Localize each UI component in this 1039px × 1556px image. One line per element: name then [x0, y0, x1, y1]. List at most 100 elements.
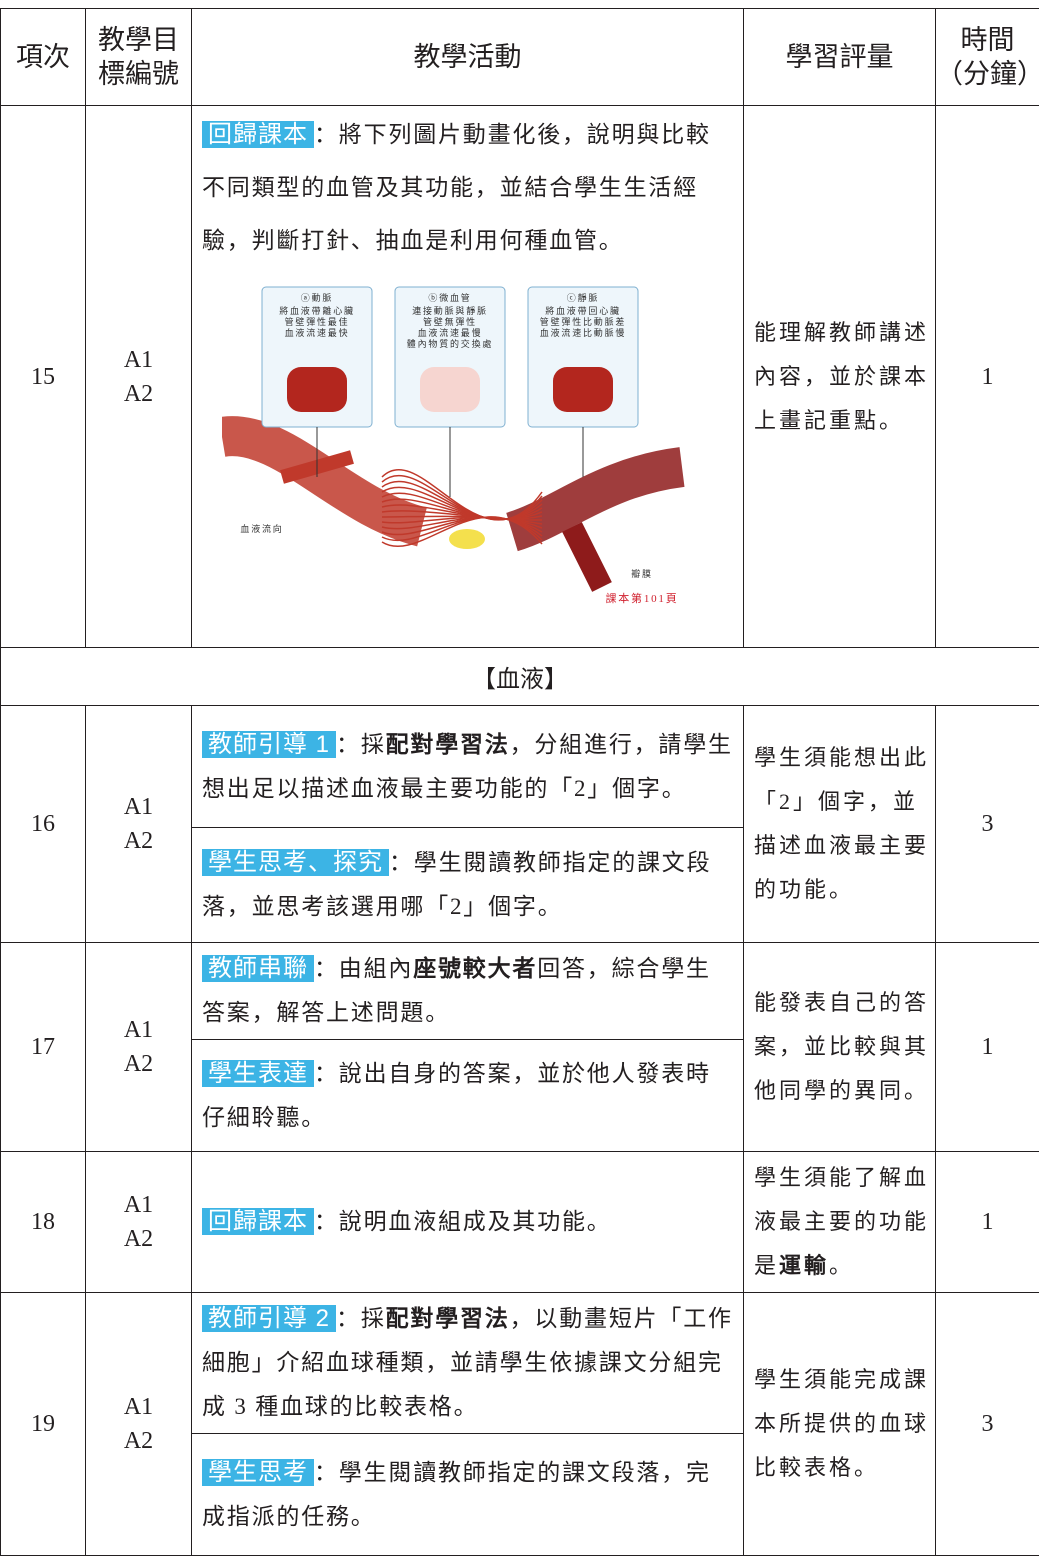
vein: [512, 467, 682, 532]
panel-text: 將血液帶回心臟: [545, 305, 621, 316]
page-label: 課本第101頁: [605, 591, 678, 605]
text: ：採: [336, 732, 386, 757]
text: 。: [829, 1253, 854, 1278]
header-text: 時間: [961, 25, 1015, 55]
activity-cell: 學生表達：說出自身的答案，並於他人發表時仔細聆聽。: [192, 1040, 744, 1152]
time-cell: 3: [936, 1293, 1039, 1556]
goal: A1: [124, 1192, 153, 1218]
assessment-cell: 學生須能想出此「2」個字，並描述血液最主要的功能。: [744, 706, 936, 943]
header-text: （分鐘）: [936, 59, 1039, 89]
time-cell: 1: [936, 106, 1039, 648]
item-cell: 15: [1, 106, 86, 648]
goal: A2: [124, 381, 153, 407]
header-cell: 教學活動: [192, 9, 744, 106]
panel-text: 將血液帶離心臟: [279, 305, 355, 316]
goal: A1: [124, 1017, 153, 1043]
header-cell: 學習評量: [744, 9, 936, 106]
goal: A2: [124, 1428, 153, 1454]
goal: A2: [124, 1226, 153, 1252]
panel-text: 血液流速比動脈慢: [540, 327, 626, 338]
assessment-cell: 能理解教師講述內容，並於課本上畫記重點。: [744, 106, 936, 648]
vein-branch: [572, 527, 602, 587]
bold-text: 配對學習法: [386, 732, 510, 757]
bold-text: 配對學習法: [386, 1306, 510, 1331]
tag: 回歸課本: [202, 121, 314, 148]
text: ：說明血液組成及其功能。: [314, 1209, 612, 1234]
text: 學生須能完成課本所提供的血球比較表格。: [754, 1367, 929, 1480]
tag: 學生思考: [202, 1459, 314, 1486]
vessel-section: [553, 367, 613, 412]
activity-cell: 教師引導 2：採配對學習法，以動畫短片「工作細胞」介紹血球種類，並請學生依據課文…: [192, 1293, 744, 1434]
tag: 教師串聯: [202, 955, 314, 982]
tag: 學生思考、探究: [202, 849, 389, 876]
assessment-cell: 學生須能完成課本所提供的血球比較表格。: [744, 1293, 936, 1556]
panel-label: ⓐ動脈: [301, 292, 333, 303]
item-cell: 18: [1, 1152, 86, 1293]
tag: 學生表達: [202, 1060, 314, 1087]
flow-label: 血液流向: [240, 523, 283, 534]
vessel-network: [222, 436, 682, 587]
text: 能理解教師講述內容，並於課本上畫記重點。: [754, 320, 929, 433]
header-text: 項次: [16, 42, 70, 72]
panel-label: ⓒ靜脈: [567, 292, 599, 303]
panel-label: ⓑ微血管: [428, 292, 471, 303]
panel-text: 連接動脈與靜脈: [412, 305, 488, 316]
vessel-section: [420, 367, 480, 412]
panel-text: 管壁彈性比動脈差: [540, 316, 626, 327]
assessment-cell: 學生須能了解血液最主要的功能是運輸。: [744, 1152, 936, 1293]
panel-text: 體內物質的交換處: [407, 338, 493, 349]
header-cell: 時間 （分鐘）: [936, 9, 1039, 106]
header-row: 項次教學目標編號 教學活動 學習評量 時間 （分鐘）: [1, 9, 1039, 106]
valve-label: 瓣膜: [631, 569, 653, 579]
tag: 回歸課本: [202, 1208, 314, 1235]
flow-arrow: [449, 529, 485, 549]
time-cell: 1: [936, 943, 1039, 1152]
bold-text: 運輸: [779, 1253, 829, 1278]
time-cell: 1: [936, 1152, 1039, 1293]
goal: A1: [124, 1394, 153, 1420]
item-cell: 16: [1, 706, 86, 943]
vessel-section: [287, 367, 347, 412]
section-cell: 【血液】: [1, 648, 1039, 706]
header-text: 教學目: [98, 25, 179, 55]
tag: 教師引導 2: [202, 1305, 336, 1332]
item-cell: 19: [1, 1293, 86, 1556]
text: 能發表自己的答案，並比較與其他同學的異同。: [754, 990, 929, 1103]
header-cell: 教學目標編號: [86, 9, 192, 106]
text: ：由組內: [314, 956, 413, 981]
goal: A2: [124, 1051, 153, 1077]
header-text: 標編號: [98, 59, 179, 89]
panel-text: 血液流速最快: [285, 327, 350, 338]
header-text: 教學活動: [414, 42, 522, 72]
activity-cell: 教師引導 1：採配對學習法，分組進行，請學生想出足以描述血液最主要功能的「2」個…: [192, 706, 744, 828]
activity-cell: 學生思考：學生閱讀教師指定的課文段落，完成指派的任務。: [192, 1434, 744, 1556]
goal: A2: [124, 828, 153, 854]
time-cell: 3: [936, 706, 1039, 943]
panel-text: 管壁無彈性: [423, 316, 477, 327]
goal: A1: [124, 347, 153, 373]
header-text: 學習評量: [786, 42, 894, 72]
section-row: 【血液】: [1, 648, 1039, 706]
assessment-cell: 能發表自己的答案，並比較與其他同學的異同。: [744, 943, 936, 1152]
header-cell: 項次: [1, 9, 86, 106]
goal: A1: [124, 794, 153, 820]
bold-text: 座號較大者: [413, 956, 537, 981]
item-cell: 17: [1, 943, 86, 1152]
text: 學生須能想出此「2」個字，並描述血液最主要的功能。: [754, 745, 929, 902]
panel-text: 管壁彈性最佳: [285, 316, 350, 327]
activity-cell: 學生思考、探究：學生閱讀教師指定的課文段落，並思考該選用哪「2」個字。: [192, 828, 744, 943]
tag: 教師引導 1: [202, 731, 336, 758]
